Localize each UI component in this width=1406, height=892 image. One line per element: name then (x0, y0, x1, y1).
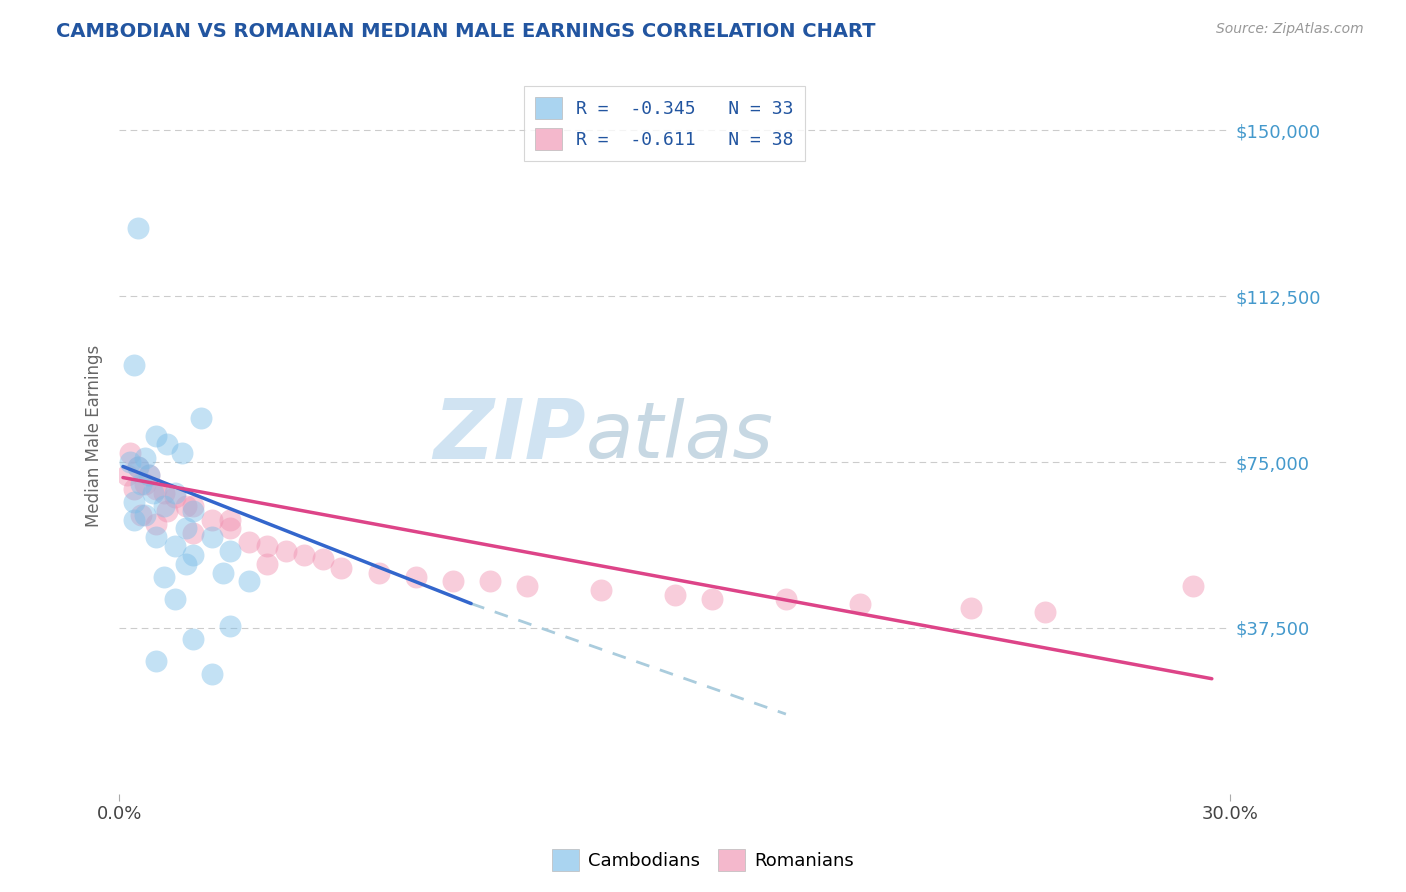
Point (145, 654, 167, 668)
Point (134, 508, 156, 523)
Point (122, 482, 145, 496)
Point (131, 508, 153, 523)
Point (219, 543, 242, 558)
Point (131, 477, 153, 491)
Point (183, 632, 205, 646)
Text: CAMBODIAN VS ROMANIAN MEDIAN MALE EARNINGS CORRELATION CHART: CAMBODIAN VS ROMANIAN MEDIAN MALE EARNIN… (56, 22, 876, 41)
Point (516, 579, 538, 593)
Point (120, 446, 142, 460)
Point (145, 482, 167, 496)
Point (142, 486, 165, 500)
Point (172, 446, 194, 460)
Point (219, 618, 242, 632)
Point (127, 220, 149, 235)
Point (138, 468, 160, 483)
Point (238, 574, 260, 589)
Point (163, 491, 186, 505)
Point (274, 543, 297, 558)
Point (256, 539, 278, 553)
Point (145, 516, 167, 531)
Point (163, 592, 186, 607)
Point (238, 534, 260, 549)
Point (174, 500, 197, 514)
Point (664, 588, 686, 602)
Point (330, 561, 353, 575)
Point (127, 459, 149, 474)
Point (152, 570, 174, 584)
Point (201, 667, 224, 681)
Point (152, 500, 174, 514)
Point (1182, 579, 1205, 593)
Point (201, 512, 224, 526)
Point (138, 468, 160, 483)
Point (219, 512, 242, 526)
Text: ZIP: ZIP (433, 395, 586, 476)
Point (960, 601, 983, 615)
Point (212, 566, 235, 580)
Point (120, 455, 142, 469)
Text: atlas: atlas (586, 398, 773, 474)
Point (183, 504, 205, 518)
Point (134, 450, 156, 465)
Point (478, 574, 501, 589)
Point (156, 504, 179, 518)
Point (367, 566, 389, 580)
Point (201, 530, 224, 544)
Point (145, 530, 167, 544)
Point (849, 597, 872, 611)
Point (294, 548, 316, 562)
Point (589, 583, 612, 598)
Text: Source: ZipAtlas.com: Source: ZipAtlas.com (1216, 22, 1364, 37)
Point (312, 552, 335, 566)
Point (775, 592, 797, 607)
Point (190, 410, 212, 425)
Point (163, 486, 186, 500)
Point (127, 459, 149, 474)
Point (122, 495, 145, 509)
Point (219, 521, 242, 535)
Point (156, 437, 179, 451)
Point (441, 574, 464, 589)
Point (256, 557, 278, 571)
Point (152, 486, 174, 500)
Point (183, 500, 205, 514)
Point (163, 539, 186, 553)
Point (183, 548, 205, 562)
Legend: Cambodians, Romanians: Cambodians, Romanians (544, 842, 862, 879)
Point (122, 358, 145, 372)
Point (174, 521, 197, 535)
Point (174, 557, 197, 571)
Y-axis label: Median Male Earnings: Median Male Earnings (86, 344, 103, 526)
Point (134, 477, 156, 491)
Point (183, 525, 205, 540)
Point (145, 428, 167, 442)
Point (405, 570, 427, 584)
Legend: R =  -0.345   N = 33, R =  -0.611   N = 38: R = -0.345 N = 33, R = -0.611 N = 38 (524, 87, 804, 161)
Point (700, 592, 723, 607)
Point (122, 512, 145, 526)
Point (1033, 606, 1056, 620)
Point (115, 468, 138, 483)
